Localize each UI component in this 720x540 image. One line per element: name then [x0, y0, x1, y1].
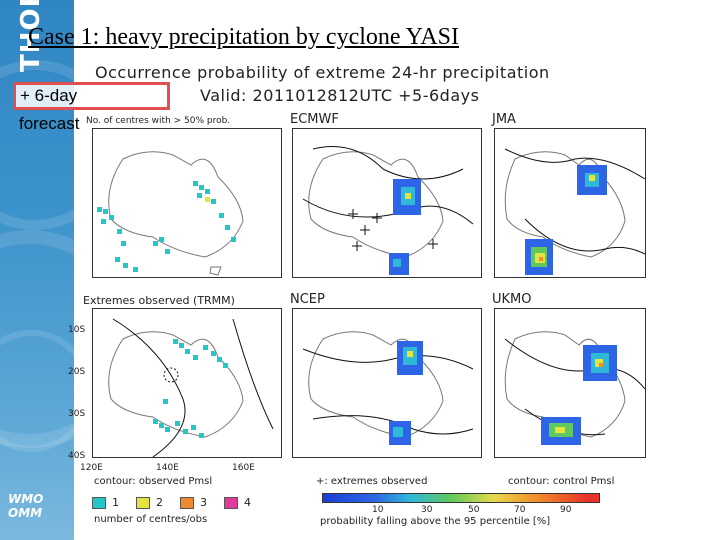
map-panel-centres	[92, 128, 282, 278]
right-legend-extremes: +: extremes observed	[316, 476, 428, 487]
panel-subtitle-centres: No. of centres with > 50% prob.	[86, 116, 231, 126]
colorbar-tick: 50	[468, 505, 480, 515]
colorbar-caption: probability falling above the 95 percent…	[320, 516, 551, 527]
wmo-logo-line1: WMO	[8, 492, 44, 506]
map-panel-jma	[494, 128, 646, 278]
australia-map-ncep	[302, 331, 474, 445]
forecast-label-line1: + 6-day	[20, 86, 78, 105]
right-legend-contour: contour: control Pmsl	[508, 476, 615, 487]
lon-label: 120E	[80, 463, 103, 473]
legend-label: 3	[200, 496, 207, 509]
lat-label: 30S	[68, 409, 86, 419]
left-legend-title: contour: observed Pmsl	[94, 476, 213, 487]
panel-title-ecmwf: ECMWF	[290, 112, 339, 127]
legend-label: 1	[112, 496, 119, 509]
australia-map-jma	[504, 148, 646, 275]
legend-swatch-4	[224, 497, 238, 509]
wmo-logo-line2: OMM	[8, 506, 43, 520]
colorbar-tick: 30	[421, 505, 433, 515]
figure-header-line1: Occurrence probability of extreme 24-hr …	[95, 63, 550, 82]
forecast-label-line2: forecast	[19, 114, 80, 133]
lat-label: 10S	[68, 325, 86, 335]
legend-swatch-1	[92, 497, 106, 509]
lon-label: 160E	[232, 463, 255, 473]
map-panel-ukmo	[494, 308, 646, 458]
australia-map-ecmwf	[302, 146, 474, 275]
colorbar-tick: 70	[514, 505, 526, 515]
legend-swatch-3	[180, 497, 194, 509]
left-legend-caption: number of centres/obs	[94, 514, 208, 525]
panel-title-jma: JMA	[492, 112, 516, 127]
forecast-label-box	[13, 82, 170, 110]
brand-side-band	[0, 0, 74, 540]
panel-title-ncep: NCEP	[290, 292, 325, 307]
wmo-logo: WMO OMM	[8, 492, 43, 520]
australia-map-ukmo	[504, 331, 646, 445]
australia-map-observed	[108, 318, 274, 458]
panel-title-ukmo: UKMO	[492, 292, 532, 307]
slide-title: Case 1: heavy precipitation by cyclone Y…	[28, 24, 459, 50]
colorbar-tick: 10	[372, 505, 384, 515]
panel-title-observed: Extremes observed (TRMM)	[83, 294, 235, 307]
decorative-swirl	[0, 330, 74, 452]
map-panel-ncep	[292, 308, 482, 458]
lat-label: 20S	[68, 367, 86, 377]
probability-colorbar	[322, 493, 600, 503]
map-panel-observed	[92, 308, 282, 458]
legend-swatch-2	[136, 497, 150, 509]
legend-label: 2	[156, 496, 163, 509]
decorative-swirl	[0, 60, 74, 230]
australia-map-centres	[97, 151, 244, 276]
lat-label: 40S	[68, 451, 86, 461]
legend-label: 4	[244, 496, 251, 509]
map-panel-ecmwf	[292, 128, 482, 278]
figure-header-line2: Valid: 2011012812UTC +5-6days	[200, 86, 480, 105]
colorbar-tick: 90	[560, 505, 572, 515]
lon-label: 140E	[156, 463, 179, 473]
